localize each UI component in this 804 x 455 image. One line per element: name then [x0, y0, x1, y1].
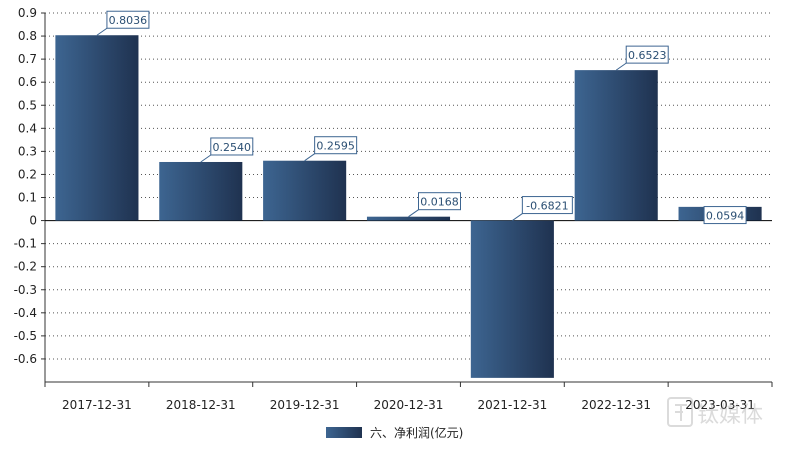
data-label: 0.0168 — [420, 196, 459, 209]
bar — [263, 160, 347, 221]
data-label-box — [106, 10, 150, 29]
axes: 0.9 0.8 0.7 0.6 0.5 0.4 0.3 0.2 0.1 0 -0.1 -0.2 -0.3… — [14, 6, 773, 412]
y-tick-label: 0.1 — [18, 191, 37, 205]
data-label: 0.2595 — [316, 140, 355, 153]
y-tick-label: 0.9 — [18, 6, 37, 20]
y-tick-label: -0.4 — [14, 306, 37, 320]
data-label: 0.0594 — [706, 210, 745, 223]
legend-swatch — [326, 427, 362, 438]
data-label: 0.8036 — [109, 14, 148, 27]
y-tick-label: 0 — [29, 214, 37, 228]
bar — [574, 70, 658, 221]
data-label: 0.6523 — [628, 49, 667, 62]
y-tick-label: -0.2 — [14, 260, 37, 274]
x-tick-label: 2023-03-31 — [685, 398, 755, 412]
x-tick-label: 2021-12-31 — [477, 398, 547, 412]
y-tick-label: 0.3 — [18, 144, 37, 158]
data-label-box — [625, 45, 669, 64]
legend-label: 六、净利润(亿元) — [370, 425, 463, 440]
y-tick-label: 0.2 — [18, 167, 37, 181]
watermark-logo: 钛媒体 — [667, 397, 763, 428]
legend: 六、净利润(亿元) — [326, 425, 463, 440]
y-tick-label: -0.6 — [14, 352, 37, 366]
x-tick-label: 2020-12-31 — [374, 398, 444, 412]
y-tick-label: 0.6 — [18, 75, 37, 89]
data-label-leader — [200, 154, 212, 163]
x-tick-label: 2022-12-31 — [581, 398, 651, 412]
watermark-text: 钛媒体 — [697, 403, 763, 428]
bars — [55, 35, 762, 378]
y-tick-label: -0.5 — [14, 329, 37, 343]
data-labels: 0.8036 0.2540 0.2595 0.0168 -0.6821 0.6523 0.0… — [96, 10, 747, 225]
y-tick-label: 0.8 — [18, 29, 37, 43]
data-label-leader — [96, 27, 108, 36]
data-label: 0.2540 — [213, 141, 252, 154]
grid-lines — [45, 12, 772, 360]
data-label-box — [521, 196, 573, 215]
y-tick-label: 0.5 — [18, 98, 37, 112]
data-label-box — [703, 206, 747, 225]
y-tick-label: 0.7 — [18, 52, 37, 66]
x-tick-label: 2018-12-31 — [166, 398, 236, 412]
data-label-box — [418, 192, 461, 211]
data-label-box — [314, 136, 358, 155]
data-label-box — [210, 137, 254, 156]
x-tick-label: 2017-12-31 — [62, 398, 132, 412]
x-tick-label: 2019-12-31 — [270, 398, 340, 412]
y-tick-label: -0.1 — [14, 237, 37, 251]
y-tick-label: -0.3 — [14, 283, 37, 297]
bar — [470, 220, 554, 378]
data-label-leader — [615, 62, 627, 71]
data-label-leader — [408, 209, 419, 218]
bar — [366, 216, 451, 221]
data-label-leader — [512, 213, 523, 221]
bar — [55, 35, 139, 221]
data-label: -0.6821 — [526, 200, 568, 213]
y-tick-label: 0.4 — [18, 121, 37, 135]
data-label-leader — [304, 153, 315, 162]
bar — [159, 161, 243, 221]
